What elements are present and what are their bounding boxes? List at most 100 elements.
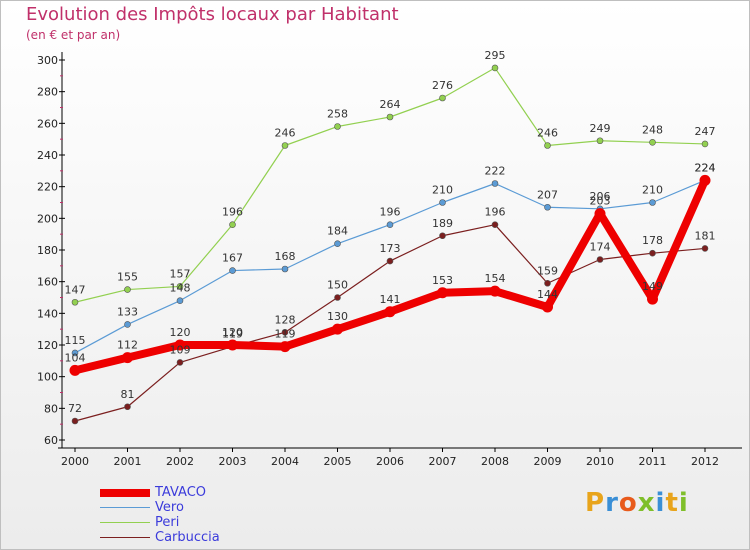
y-tick-label: 140	[37, 307, 58, 320]
logo-letter: t	[665, 488, 679, 518]
data-label-vero: 210	[642, 184, 663, 197]
x-tick-label: 2000	[61, 455, 89, 468]
data-label-tavaco: 141	[380, 293, 401, 306]
data-label-carbuccia: 81	[121, 388, 135, 401]
x-tick-label: 2004	[271, 455, 299, 468]
data-label-peri: 295	[485, 49, 506, 62]
data-label-tavaco: 224	[695, 161, 716, 174]
data-label-carbuccia: 196	[485, 206, 506, 219]
x-tick-label: 2012	[691, 455, 719, 468]
data-point-peri	[334, 123, 341, 130]
data-label-peri: 276	[432, 79, 453, 92]
legend-swatch	[100, 522, 150, 523]
x-tick-label: 2005	[324, 455, 352, 468]
data-label-vero: 222	[485, 165, 506, 178]
data-label-carbuccia: 178	[642, 234, 663, 247]
data-label-peri: 248	[642, 123, 663, 136]
y-tick-label: 160	[37, 276, 58, 289]
data-label-vero: 224	[695, 161, 716, 174]
data-point-tavaco	[489, 285, 501, 297]
proxiti-logo: Proxiti	[585, 488, 689, 518]
data-point-tavaco	[384, 306, 396, 318]
logo-letter: i	[655, 488, 666, 518]
data-label-carbuccia: 150	[327, 279, 348, 292]
data-point-vero	[281, 265, 289, 273]
legend-label: Carbuccia	[155, 530, 220, 545]
y-tick-label: 240	[37, 149, 58, 162]
data-point-tavaco	[279, 341, 291, 353]
data-label-carbuccia: 119	[222, 328, 243, 341]
y-tick-label: 60	[44, 434, 58, 447]
logo-letter: o	[618, 488, 638, 518]
data-label-tavaco: 149	[642, 280, 663, 293]
data-label-peri: 246	[537, 127, 558, 140]
data-label-tavaco: 144	[537, 288, 558, 301]
data-label-vero: 148	[170, 282, 191, 295]
data-label-vero: 184	[327, 225, 348, 238]
data-label-peri: 196	[222, 206, 243, 219]
logo-letter: x	[637, 488, 656, 518]
x-tick-label: 2006	[376, 455, 404, 468]
data-point-tavaco	[332, 323, 343, 335]
data-point-tavaco	[174, 339, 186, 351]
data-point-peri	[71, 298, 79, 306]
data-point-carbuccia	[649, 249, 656, 257]
data-point-tavaco	[227, 339, 238, 351]
data-label-carbuccia: 174	[590, 241, 611, 254]
data-point-carbuccia	[439, 232, 446, 240]
data-point-carbuccia	[544, 279, 551, 287]
logo-letter: r	[605, 488, 619, 518]
data-label-tavaco: 120	[222, 326, 243, 339]
data-point-vero	[386, 221, 394, 228]
data-label-carbuccia: 128	[275, 313, 296, 326]
data-label-vero: 196	[380, 206, 401, 219]
x-tick-label: 2003	[219, 455, 247, 468]
data-point-carbuccia	[281, 329, 289, 336]
legend-label: TAVACO	[155, 485, 207, 500]
data-point-vero	[544, 203, 551, 211]
data-label-tavaco: 119	[275, 328, 296, 341]
data-label-vero: 133	[117, 305, 138, 318]
y-tick-label: 120	[37, 339, 58, 352]
data-label-tavaco: 130	[327, 310, 348, 323]
x-tick-label: 2007	[429, 455, 457, 468]
data-label-peri: 264	[380, 98, 401, 111]
data-point-carbuccia	[124, 403, 131, 411]
data-point-peri	[701, 140, 709, 148]
data-label-vero: 115	[65, 334, 86, 347]
data-label-peri: 249	[590, 122, 611, 135]
y-tick-label: 300	[37, 54, 58, 67]
data-point-carbuccia	[491, 221, 499, 228]
data-point-tavaco	[647, 293, 658, 305]
legend-swatch	[100, 489, 150, 497]
data-point-vero	[491, 180, 499, 187]
data-label-carbuccia: 189	[432, 217, 453, 230]
data-point-tavaco	[437, 287, 448, 299]
data-label-peri: 147	[65, 283, 86, 296]
y-tick-label: 80	[44, 402, 58, 415]
data-label-carbuccia: 72	[68, 402, 82, 415]
data-point-carbuccia	[71, 417, 79, 425]
data-label-peri: 246	[275, 127, 296, 140]
logo-letter: i	[678, 488, 689, 518]
x-tick-label: 2009	[534, 455, 562, 468]
data-label-tavaco: 153	[432, 274, 453, 287]
x-tick-label: 2001	[114, 455, 142, 468]
data-point-carbuccia	[334, 294, 341, 301]
y-tick-label: 180	[37, 244, 58, 257]
x-tick-label: 2002	[166, 455, 194, 468]
x-tick-label: 2008	[481, 455, 509, 468]
data-label-tavaco: 203	[590, 195, 611, 208]
data-point-peri	[229, 221, 236, 228]
data-point-tavaco	[594, 208, 606, 220]
data-point-peri	[491, 64, 499, 72]
data-point-carbuccia	[596, 256, 604, 263]
data-label-tavaco: 104	[65, 351, 86, 364]
legend-label: Vero	[155, 500, 184, 515]
data-point-peri	[176, 283, 184, 290]
data-point-tavaco	[122, 352, 133, 364]
data-point-peri	[596, 137, 604, 145]
data-point-tavaco	[69, 364, 81, 376]
